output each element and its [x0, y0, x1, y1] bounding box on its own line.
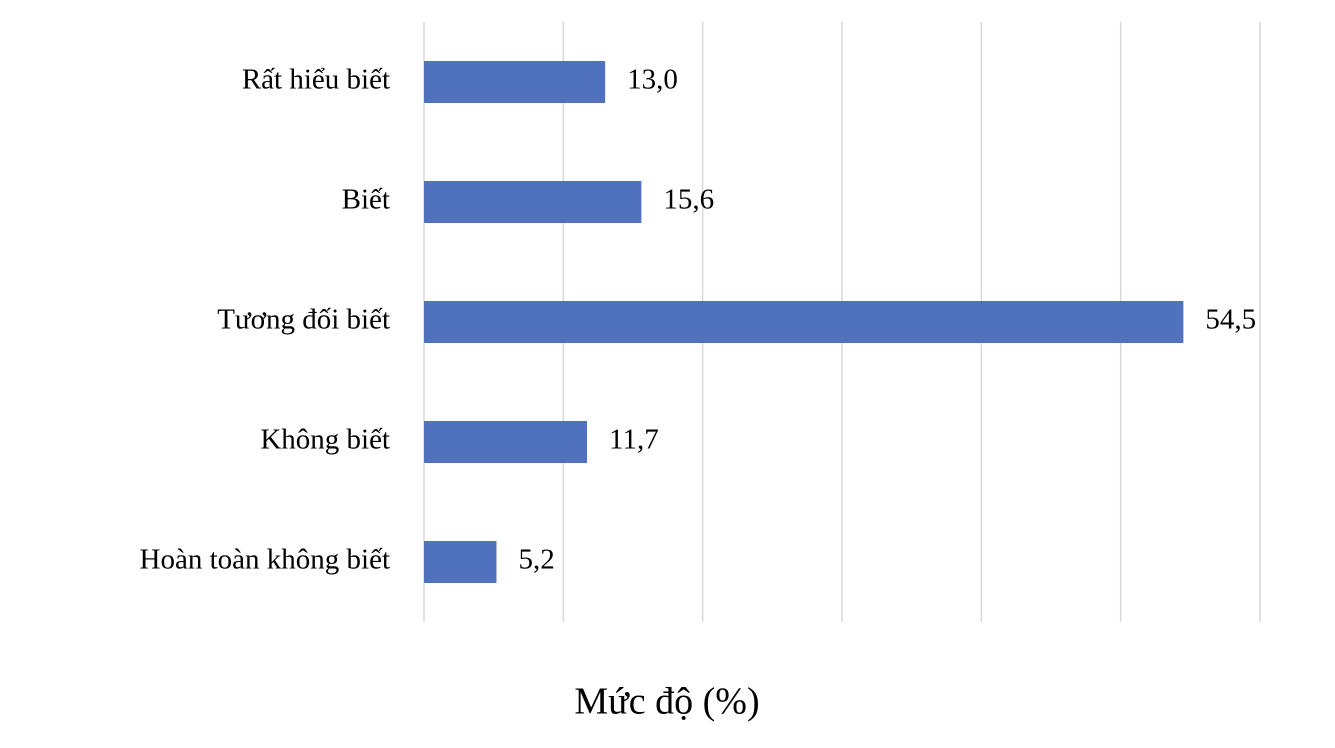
- y-tick-label: Biết: [342, 184, 390, 216]
- y-tick-label: Hoàn toàn không biết: [140, 544, 390, 576]
- y-tick-label: Rất hiểu biết: [242, 64, 390, 96]
- bar: [424, 61, 606, 103]
- y-tick-label: Tương đối biết: [217, 304, 390, 336]
- value-label: 15,6: [663, 184, 714, 216]
- bar: [424, 541, 497, 583]
- x-axis-title: Mức độ (%): [574, 681, 759, 723]
- value-label: 13,0: [627, 64, 678, 96]
- value-label: 11,7: [609, 424, 659, 456]
- bar: [424, 181, 642, 223]
- value-label: 5,2: [518, 544, 554, 576]
- value-label: 54,5: [1205, 304, 1256, 336]
- bar: [424, 421, 588, 463]
- bar: [424, 301, 1184, 343]
- y-tick-label: Không biết: [260, 424, 390, 456]
